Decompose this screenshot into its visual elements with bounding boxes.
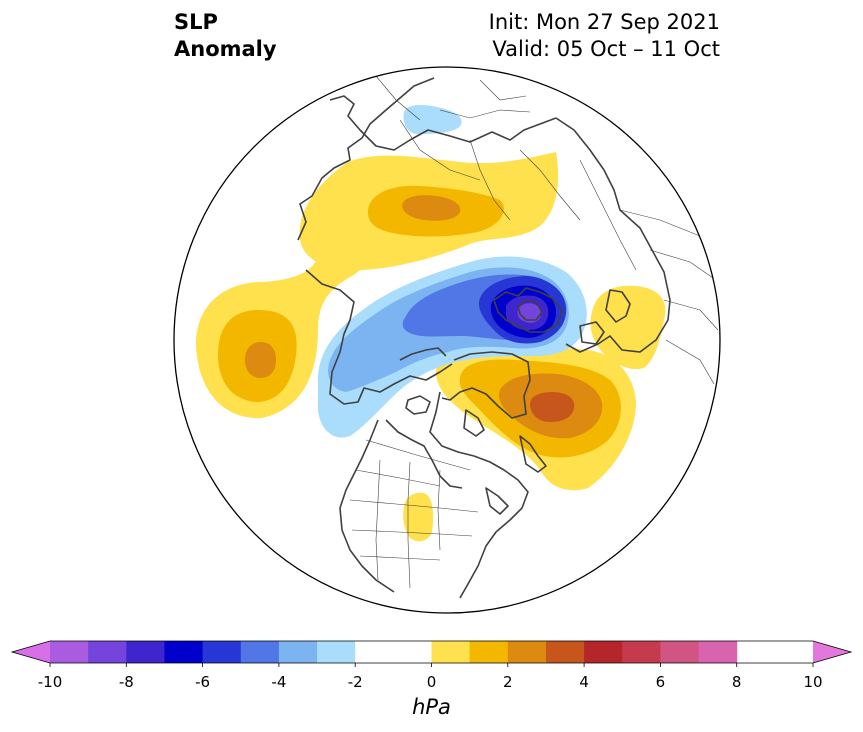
colorbar-cell (355, 641, 394, 663)
anomaly-scandinavia-high (590, 285, 666, 370)
colorbar-cell (317, 641, 356, 663)
colorbar-cell (88, 641, 127, 663)
colorbar-cell (507, 641, 547, 663)
colorbar-tick-label: 0 (427, 673, 437, 690)
colorbar-cell (545, 641, 585, 663)
anomaly-arctic-low (318, 256, 587, 438)
map-title: SLP Anomaly (174, 9, 277, 63)
colorbar-cell (240, 641, 280, 663)
init-date: Init: Mon 27 Sep 2021 (488, 10, 720, 34)
colorbar-extend-high (813, 641, 851, 663)
map-boundary (173, 66, 721, 614)
colorbar-extend-low (12, 641, 50, 663)
colorbar-tick-label: -8 (119, 673, 134, 690)
colorbar-cell (431, 641, 471, 663)
polar-map (173, 66, 721, 614)
valid-date: Valid: 05 Oct – 11 Oct (492, 37, 720, 61)
colorbar-cell (622, 641, 661, 663)
anomaly-greenland-atlantic-high (436, 347, 636, 491)
colorbar-tick-label: 10 (803, 673, 822, 690)
colorbar-tick-label: 2 (503, 673, 513, 690)
colorbar-cell (126, 641, 165, 663)
colorbar-cell (660, 641, 700, 663)
colorbar-ticks: -10 -8 -6 -4 -2 0 2 4 6 8 10 (38, 663, 823, 690)
colorbar-unit-label: hPa (412, 695, 451, 719)
colorbar-cell (469, 641, 509, 663)
colorbar-tick-label: -4 (271, 673, 286, 690)
coastlines (297, 77, 671, 599)
colorbar-tick-label: -6 (195, 673, 210, 690)
borders (349, 75, 719, 589)
forecast-dates: Init: Mon 27 Sep 2021 Valid: 05 Oct – 11… (420, 9, 720, 63)
colorbar-cell (164, 641, 204, 663)
colorbar-cell (698, 641, 738, 663)
colorbar-tick-label: 8 (732, 673, 742, 690)
anomaly-central-us-high (403, 492, 434, 542)
colorbar-tick-label: -2 (348, 673, 363, 690)
title-line-1: SLP (174, 10, 218, 34)
title-line-2: Anomaly (174, 37, 277, 61)
anomaly-eastern-pacific-high (196, 230, 367, 419)
colorbar-cell (202, 641, 242, 663)
colorbar-cell (50, 641, 89, 663)
anomaly-east-siberia-low (403, 105, 462, 134)
anomaly-field (174, 67, 720, 613)
colorbar-cell (584, 641, 623, 663)
colorbar-tick-label: -10 (38, 673, 63, 690)
anomaly-siberia-high (299, 152, 559, 271)
colorbar-cells (50, 641, 738, 663)
colorbar: -10 -8 -6 -4 -2 0 2 4 6 8 10 (10, 640, 853, 690)
colorbar-tick-label: 4 (579, 673, 589, 690)
colorbar-tick-label: 6 (656, 673, 666, 690)
colorbar-cell (278, 641, 318, 663)
colorbar-cell (393, 641, 432, 663)
